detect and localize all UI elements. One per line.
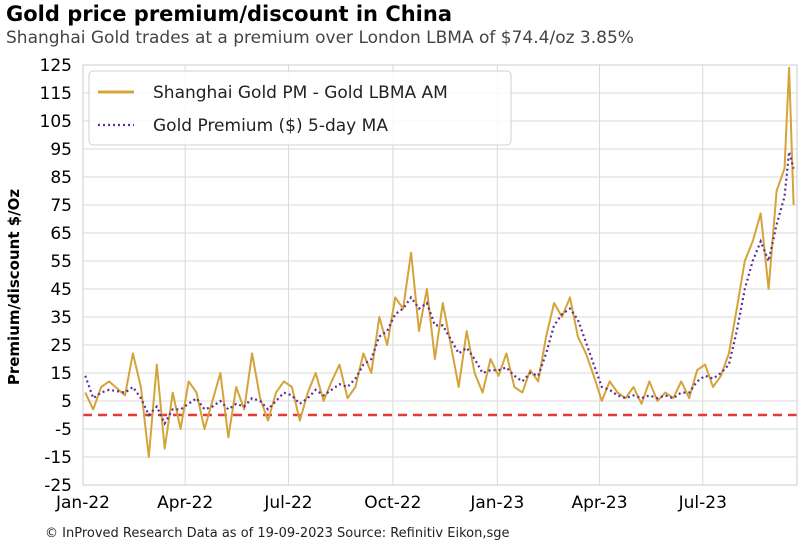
chart-subtitle: Shanghai Gold trades at a premium over L… xyxy=(6,28,634,48)
y-tick-label: 125 xyxy=(40,56,72,76)
y-tick-label: 25 xyxy=(50,336,72,356)
series-line-shanghai-gold-pm-gold-lbma-am xyxy=(84,66,795,458)
x-tick-label-apr-22: Apr-22 xyxy=(157,493,213,513)
y-axis-ticks: -25 -15 -5 5 15 25 35 45 55 65 75 85 95 105 115 125 xyxy=(40,56,72,496)
y-tick-label: 95 xyxy=(50,140,72,160)
legend: Shanghai Gold PM - Gold LBMA AM Gold Pre… xyxy=(88,70,512,146)
y-tick-label: 115 xyxy=(40,84,72,104)
y-tick-label: 35 xyxy=(50,308,72,328)
y-tick-label: -25 xyxy=(44,476,72,496)
x-tick-label-apr-23: Apr-23 xyxy=(571,493,627,513)
x-tick-label-jan-22: Jan-22 xyxy=(55,493,110,513)
y-tick-label: 45 xyxy=(50,280,72,300)
x-tick-label-jul-22: Jul-22 xyxy=(263,493,312,513)
plot-frame xyxy=(82,64,798,486)
y-tick-label: -5 xyxy=(55,420,72,440)
x-tick-label-jul-23: Jul-23 xyxy=(678,493,727,513)
y-tick-label: 65 xyxy=(50,224,72,244)
y-tick-label: 15 xyxy=(50,364,72,384)
y-tick-label: 75 xyxy=(50,196,72,216)
legend-label-5-day-ma: Gold Premium ($) 5-day MA xyxy=(153,116,388,136)
y-tick-label: 105 xyxy=(40,112,72,132)
y-tick-label: -15 xyxy=(44,448,72,468)
series-layer xyxy=(84,66,795,458)
legend-label-shanghai-premium: Shanghai Gold PM - Gold LBMA AM xyxy=(153,83,448,103)
y-tick-label: 55 xyxy=(50,252,72,272)
legend-box xyxy=(88,70,512,146)
x-tick-label-oct-22: Oct-22 xyxy=(364,493,421,513)
y-tick-label: 85 xyxy=(50,168,72,188)
source-footer: © InProved Research Data as of 19-09-202… xyxy=(45,526,510,541)
y-axis-label: Premium/discount $/Oz xyxy=(5,189,23,386)
y-tick-label: 5 xyxy=(61,392,72,412)
x-axis-ticks: Jan-22 Apr-22 Jul-22 Oct-22 Jan-23 Apr-23 Jul-… xyxy=(55,493,727,513)
x-tick-label-jan-23: Jan-23 xyxy=(469,493,524,513)
chart-title: Gold price premium/discount in China xyxy=(6,2,453,26)
series-line-gold-premium-5-day-ma xyxy=(84,151,795,426)
